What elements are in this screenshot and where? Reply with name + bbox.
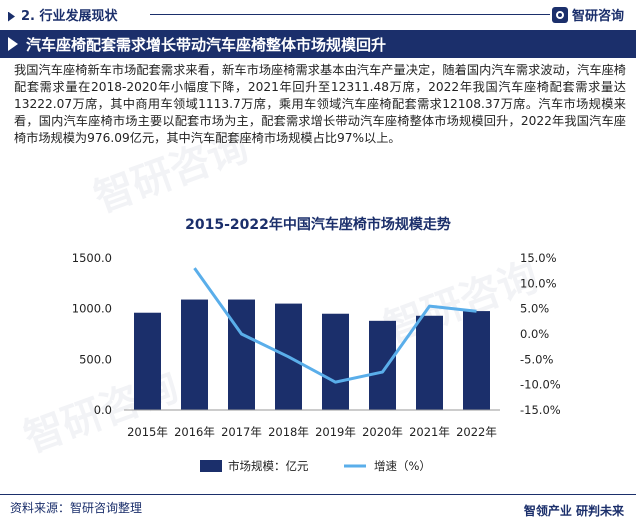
market-size-chart: 0.0 500.0 1000.0 1500.0 -15.0% -10.0% -5.0% 0.0… <box>72 251 561 473</box>
x-tick-label: 2015年 <box>127 425 168 439</box>
y-right-tick-label: 10.0% <box>520 276 557 290</box>
header-divider <box>150 14 550 15</box>
bar <box>463 311 490 410</box>
page-title: 汽车座椅配套需求增长带动汽车座椅整体市场规模回升 <box>26 36 387 54</box>
title-bar: 汽车座椅配套需求增长带动汽车座椅整体市场规模回升 <box>0 30 636 58</box>
x-tick-label: 2018年 <box>268 425 309 439</box>
slogan: 智领产业 研判未来 <box>523 504 624 518</box>
chart-title: 2015-2022年中国汽车座椅市场规模走势 <box>185 217 451 233</box>
footer-divider <box>0 494 636 495</box>
x-tick-label: 2016年 <box>174 425 215 439</box>
brand-logo-icon <box>551 6 568 23</box>
y-left-tick-label: 1000.0 <box>72 302 112 316</box>
y-right-tick-label: 0.0% <box>520 327 549 341</box>
page-header: 2. 行业发展现状 智研咨询 <box>0 0 636 28</box>
bar <box>322 313 349 410</box>
y-right-tick-label: 5.0% <box>520 302 549 316</box>
y-right-tick-label: 15.0% <box>520 251 557 265</box>
bar <box>181 299 208 410</box>
data-source: 资料来源：智研咨询整理 <box>10 501 143 515</box>
y-right-tick-label: -5.0% <box>520 352 553 366</box>
description-paragraph: 我国汽车座椅新车市场配套需求来看，新车市场座椅需求基本由汽车产量决定，随着国内汽… <box>14 63 626 145</box>
x-tick-label: 2019年 <box>315 425 356 439</box>
x-tick-label: 2017年 <box>221 425 262 439</box>
section-title: 2. 行业发展现状 <box>8 5 118 24</box>
y-right-tick-label: -15.0% <box>520 403 561 417</box>
y-right-tick-label: -10.0% <box>520 378 561 392</box>
x-tick-label: 2020年 <box>362 425 403 439</box>
bar <box>369 320 396 410</box>
growth-rate-line <box>193 267 477 384</box>
legend-bar-swatch <box>200 460 222 472</box>
y-left-tick-label: 500.0 <box>79 352 112 366</box>
brand: 智研咨询 <box>551 5 624 24</box>
bar <box>134 312 161 410</box>
x-tick-label: 2022年 <box>456 425 497 439</box>
y-left-tick-label: 1500.0 <box>72 251 112 265</box>
x-tick-label: 2021年 <box>409 425 450 439</box>
brand-name: 智研咨询 <box>571 9 624 24</box>
bar <box>416 315 443 410</box>
y-left-tick-label: 0.0 <box>94 403 112 417</box>
bar <box>228 299 255 410</box>
arrow-icon <box>8 37 18 51</box>
legend-label: 增速（%） <box>374 459 431 473</box>
legend-label: 市场规模：亿元 <box>228 459 309 473</box>
